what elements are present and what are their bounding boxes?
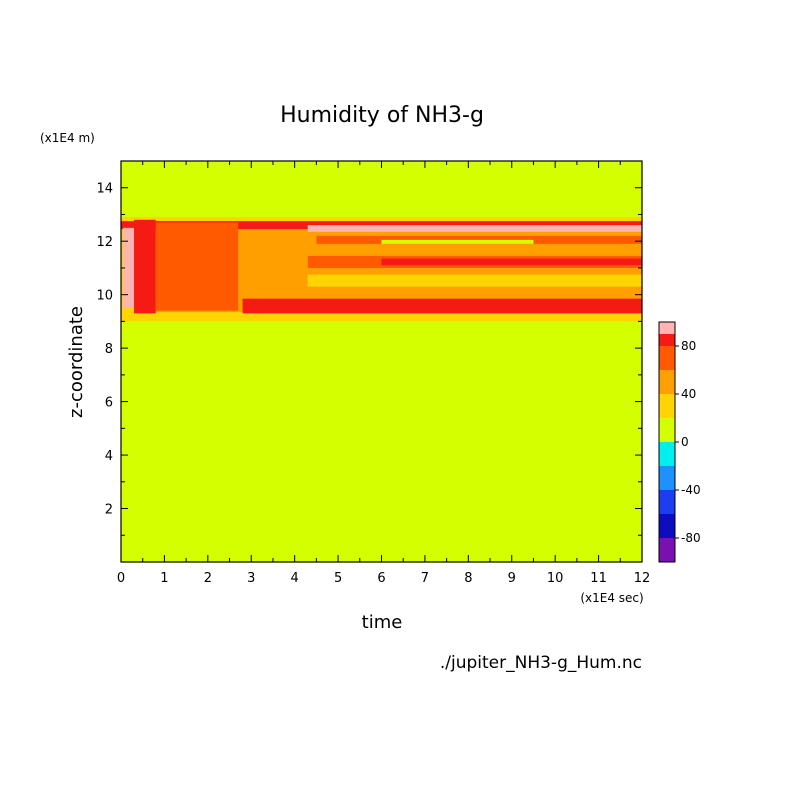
- x-tick-label: 9: [508, 571, 516, 586]
- x-tick-label: 7: [421, 571, 429, 586]
- y-axis-unit: (x1E4 m): [40, 131, 95, 145]
- heatmap-region: [307, 225, 642, 232]
- x-axis-label: time: [362, 612, 403, 633]
- colorbar-segment: [659, 334, 675, 346]
- heatmap-regions: [121, 217, 643, 322]
- x-tick-label: 5: [334, 571, 342, 586]
- y-axis-ticks: 2 4 6 8 10 12 14: [96, 182, 642, 536]
- source-filename: ./jupiter_NH3-g_Hum.nc: [440, 653, 642, 673]
- x-tick-label: 0: [117, 571, 125, 586]
- chart-title: Humidity of NH3-g: [280, 103, 484, 128]
- colorbar-segment: [659, 394, 675, 418]
- colorbar-segment: [659, 418, 675, 442]
- heatmap-region: [134, 219, 156, 314]
- colorbar-label: 0: [681, 435, 689, 449]
- y-tick-label: 8: [105, 342, 113, 357]
- x-tick-label: 6: [377, 571, 385, 586]
- y-tick-label: 14: [96, 182, 113, 197]
- y-tick-label: 10: [96, 289, 113, 304]
- colorbar-label: -40: [681, 483, 701, 497]
- y-tick-label: 4: [105, 449, 113, 464]
- heatmap-region: [251, 230, 308, 284]
- colorbar-label: -80: [681, 531, 701, 545]
- colorbar-segment: [659, 442, 675, 466]
- x-tick-label: 12: [634, 571, 651, 586]
- heatmap-region: [155, 222, 239, 311]
- y-tick-label: 6: [105, 396, 113, 411]
- colorbar-segment: [659, 346, 675, 370]
- plot-area: [120, 160, 643, 563]
- y-tick-label: 12: [96, 235, 113, 250]
- heatmap-region: [123, 227, 135, 309]
- x-tick-label: 8: [464, 571, 472, 586]
- x-tick-label: 4: [291, 571, 299, 586]
- x-axis-ticks: 0 1 2 3 4 5 6 7 8 9 10 11 12: [117, 161, 650, 586]
- heatmap-region: [381, 239, 534, 244]
- colorbar-label: 80: [681, 339, 696, 353]
- colorbar-segment: [659, 466, 675, 490]
- x-tick-label: 3: [247, 571, 255, 586]
- colorbar-segment: [659, 514, 675, 538]
- heatmap-region: [307, 274, 642, 287]
- heatmap-region: [242, 298, 643, 314]
- x-axis-unit: (x1E4 sec): [580, 591, 643, 605]
- colorbar: 80 40 0 -40 -80: [658, 321, 701, 563]
- heatmap-region: [381, 258, 642, 266]
- y-tick-label: 2: [105, 503, 113, 518]
- x-tick-label: 10: [547, 571, 564, 586]
- x-tick-label: 11: [590, 571, 607, 586]
- x-tick-label: 1: [160, 571, 168, 586]
- colorbar-segment: [659, 370, 675, 394]
- colorbar-segment: [659, 490, 675, 514]
- colorbar-segment: [659, 538, 675, 562]
- x-tick-label: 2: [204, 571, 212, 586]
- colorbar-segment: [659, 322, 675, 334]
- colorbar-label: 40: [681, 387, 696, 401]
- y-axis-label: z-coordinate: [66, 306, 87, 418]
